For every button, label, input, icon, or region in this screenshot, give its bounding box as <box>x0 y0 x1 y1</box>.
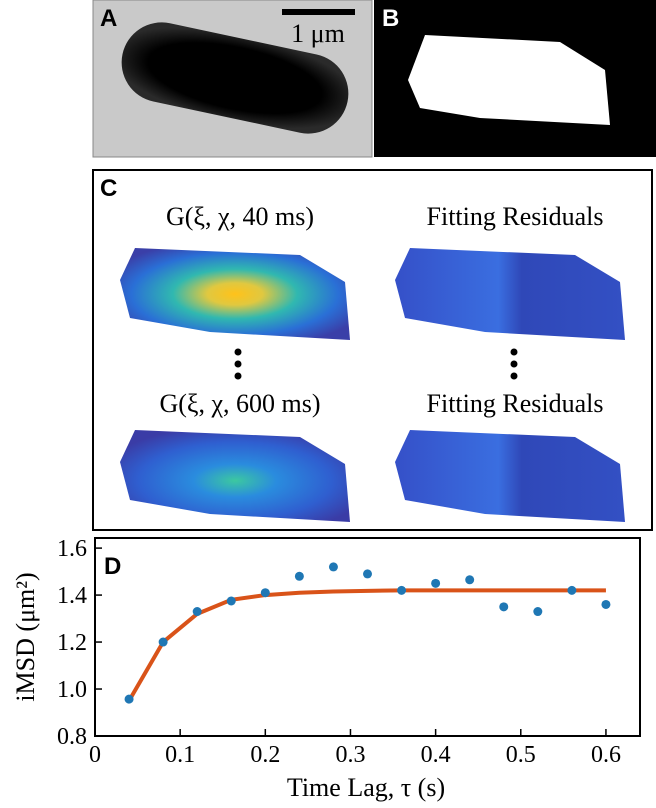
map-title: G(ξ, χ, 40 ms) <box>166 202 314 231</box>
x-tick-label: 0.3 <box>335 742 365 768</box>
heatmap <box>395 430 625 522</box>
data-point <box>260 588 270 598</box>
y-tick-label: 0.8 <box>57 724 87 750</box>
x-tick-label: 0.4 <box>421 742 451 768</box>
panel-label: C <box>100 175 117 202</box>
x-tick-label: 0.2 <box>250 742 280 768</box>
data-point <box>567 585 577 595</box>
heatmap <box>395 248 625 340</box>
y-tick-label: 1.0 <box>57 677 87 703</box>
data-point <box>294 571 304 581</box>
data-point <box>397 585 407 595</box>
scale-bar <box>282 9 355 15</box>
x-tick-label: 0 <box>89 742 101 768</box>
panel-label: D <box>104 553 121 580</box>
data-point <box>499 602 509 612</box>
data-point <box>601 599 611 609</box>
x-tick-label: 0.5 <box>506 742 536 768</box>
data-point <box>226 596 236 606</box>
y-axis-label: iMSD (μm²) <box>11 572 40 701</box>
data-point <box>465 575 475 585</box>
data-point <box>192 607 202 617</box>
data-point <box>533 607 543 617</box>
data-point <box>328 562 338 572</box>
y-tick-label: 1.6 <box>57 536 87 562</box>
y-tick-label: 1.2 <box>57 630 87 656</box>
x-axis-label: Time Lag, τ (s) <box>287 773 445 802</box>
x-tick-label: 0.6 <box>591 742 621 768</box>
data-point <box>431 578 441 588</box>
cell-mask <box>408 35 610 125</box>
cell <box>121 22 349 134</box>
panel-label: A <box>100 5 117 32</box>
map-title: G(ξ, χ, 600 ms) <box>159 389 320 418</box>
y-tick-label: 1.4 <box>57 583 87 609</box>
fit-line <box>127 588 606 702</box>
data-point <box>363 569 372 579</box>
panel-label: B <box>382 5 399 32</box>
heatmap <box>120 430 350 522</box>
map-title: Fitting Residuals <box>427 389 604 418</box>
x-tick-label: 0.1 <box>165 742 195 768</box>
scale-label: 1 μm <box>291 19 345 48</box>
map-title: Fitting Residuals <box>427 202 604 231</box>
ellipsis <box>234 348 518 380</box>
plot-frame <box>94 537 641 737</box>
data-point <box>124 694 134 704</box>
data-point <box>158 637 168 647</box>
heatmap <box>120 248 350 340</box>
